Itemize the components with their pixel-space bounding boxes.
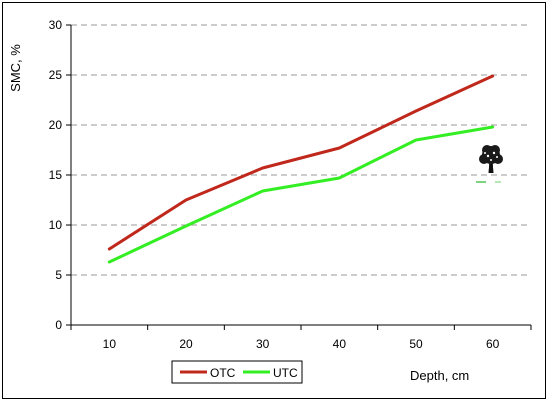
grid-lines	[71, 24, 531, 276]
series-line-otc	[107, 74, 495, 251]
y-tick-label: 5	[55, 268, 62, 282]
x-tick-label: 30	[256, 337, 270, 351]
series-line-utc	[107, 125, 495, 264]
chart-frame	[2, 2, 546, 399]
x-tick-label: 40	[333, 337, 347, 351]
legend: OTC UTC	[171, 360, 303, 384]
tick-labels: 0 5 10 15 20 25 30 10 20 30 40 50 60	[49, 18, 500, 351]
x-tick-label: 20	[179, 337, 193, 351]
legend-box	[171, 360, 303, 384]
x-tick-label: 60	[486, 337, 500, 351]
y-tick-label: 0	[55, 318, 62, 332]
x-axis-title: Depth, cm	[410, 368, 469, 383]
axes	[66, 24, 532, 330]
y-tick-label: 10	[49, 218, 63, 232]
legend-label-otc: OTC	[210, 366, 236, 380]
y-tick-label: 30	[49, 18, 63, 32]
y-tick-label: 15	[49, 168, 63, 182]
y-tick-label: 25	[49, 68, 63, 82]
y-tick-label: 20	[49, 118, 63, 132]
x-tick-label: 50	[409, 337, 423, 351]
series-lines	[107, 74, 495, 264]
x-tick-label: 10	[103, 337, 117, 351]
tree-icon	[476, 145, 503, 183]
y-axis-title: SMC, %	[8, 44, 23, 92]
legend-label-utc: UTC	[273, 366, 298, 380]
